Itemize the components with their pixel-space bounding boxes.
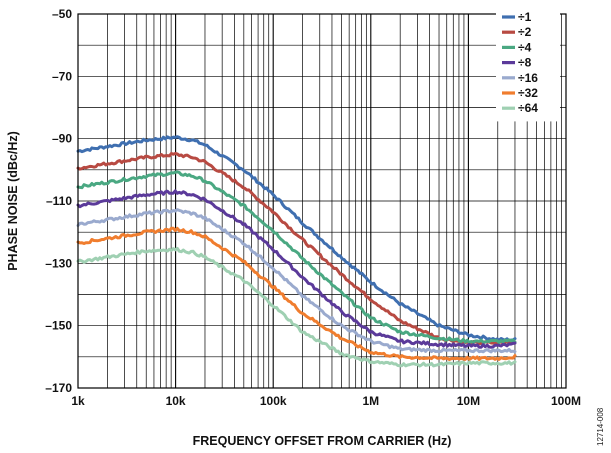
y-tick-label: –150: [45, 319, 72, 333]
legend-background: [496, 11, 560, 122]
series-line: [76, 208, 517, 354]
legend-label: ÷8: [518, 56, 532, 70]
y-axis-title: PHASE NOISE (dBc/Hz): [6, 131, 20, 271]
series-line: [76, 135, 517, 343]
plot-frame: [77, 13, 567, 389]
y-tick-label: –170: [45, 381, 72, 395]
x-tick-label: 1k: [71, 394, 85, 408]
legend-label: ÷2: [518, 25, 532, 39]
tick-labels: 1k 10k 100k 1M 10M 100M –50 –70 –90 –110 –130 –150 –…: [45, 7, 581, 408]
series-line: [76, 170, 517, 344]
y-tick-label: –130: [45, 256, 72, 270]
y-tick-label: –50: [52, 7, 72, 21]
y-tick-label: –90: [52, 132, 72, 146]
legend-label: ÷64: [518, 101, 538, 115]
legend-label: ÷32: [518, 86, 538, 100]
y-tick-label: –110: [46, 194, 72, 208]
x-tick-label: 10k: [166, 394, 186, 408]
x-tick-label: 10M: [457, 394, 480, 408]
x-axis-title: FREQUENCY OFFSET FROM CARRIER (Hz): [193, 434, 452, 448]
figure-id: 12714-008: [596, 407, 605, 446]
x-tick-label: 1M: [362, 394, 379, 408]
series-line: [76, 189, 517, 349]
series-lines: [76, 135, 517, 368]
x-tick-label: 100M: [551, 394, 581, 408]
legend-label: ÷4: [518, 40, 532, 54]
legend-label: ÷16: [518, 71, 538, 85]
legend-label: ÷1: [518, 10, 532, 24]
x-tick-label: 100k: [260, 394, 287, 408]
legend: ÷1÷2÷4 ÷8÷16÷32÷64: [496, 10, 560, 122]
series-line: [76, 246, 517, 368]
series-line: [76, 226, 517, 361]
y-tick-label: –70: [52, 69, 72, 83]
